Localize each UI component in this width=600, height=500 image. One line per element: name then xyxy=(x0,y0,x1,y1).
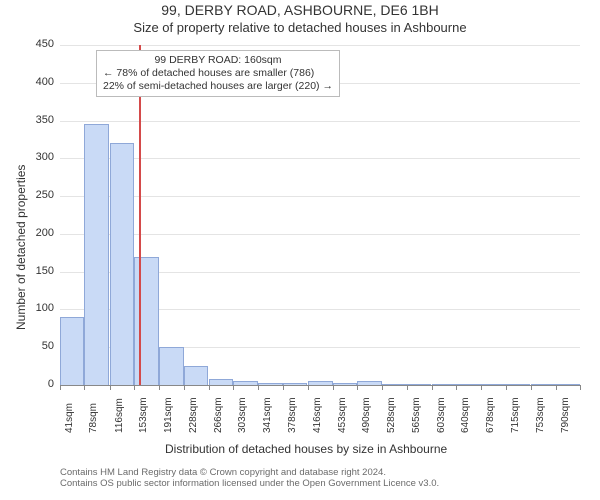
y-tick-label: 400 xyxy=(24,76,54,88)
x-tick-label: 303sqm xyxy=(237,397,248,433)
x-tick-label: 266sqm xyxy=(213,397,224,433)
x-tick-label: 490sqm xyxy=(361,397,372,433)
x-tick-label: 341sqm xyxy=(262,397,273,433)
x-axis-label: Distribution of detached houses by size … xyxy=(165,442,447,456)
histogram-bar xyxy=(481,384,505,386)
histogram-bar xyxy=(283,383,307,385)
x-tick-mark xyxy=(134,385,135,390)
chart-title: 99, DERBY ROAD, ASHBOURNE, DE6 1BH xyxy=(0,2,600,18)
footer-text: Contains HM Land Registry data © Crown c… xyxy=(60,467,439,490)
x-tick-mark xyxy=(556,385,557,390)
histogram-bar xyxy=(456,384,480,386)
annotation-line3: 22% of semi-detached houses are larger (… xyxy=(103,80,333,93)
x-tick-label: 416sqm xyxy=(312,397,323,433)
x-tick-label: 603sqm xyxy=(436,397,447,433)
x-tick-label: 565sqm xyxy=(411,397,422,433)
histogram-bar xyxy=(184,366,208,385)
x-tick-mark xyxy=(258,385,259,390)
x-tick-mark xyxy=(357,385,358,390)
histogram-bar xyxy=(357,381,381,385)
histogram-bar xyxy=(110,143,134,385)
x-tick-label: 41sqm xyxy=(64,403,75,433)
histogram-bar xyxy=(159,347,183,385)
chart-container: 99, DERBY ROAD, ASHBOURNE, DE6 1BH Size … xyxy=(0,0,600,500)
y-tick-label: 200 xyxy=(24,227,54,239)
x-tick-label: 753sqm xyxy=(535,397,546,433)
histogram-bar xyxy=(407,384,431,386)
x-tick-mark xyxy=(456,385,457,390)
y-tick-label: 350 xyxy=(24,114,54,126)
histogram-bar xyxy=(432,384,456,386)
histogram-bar xyxy=(233,381,257,385)
x-tick-label: 790sqm xyxy=(560,397,571,433)
histogram-bar xyxy=(506,384,530,386)
x-tick-label: 78sqm xyxy=(88,403,99,433)
x-tick-label: 678sqm xyxy=(485,397,496,433)
annotation-line1: 99 DERBY ROAD: 160sqm xyxy=(103,54,333,67)
annotation-box: 99 DERBY ROAD: 160sqm ← 78% of detached … xyxy=(96,50,340,97)
x-tick-mark xyxy=(283,385,284,390)
x-axis-line xyxy=(60,385,580,386)
x-tick-mark xyxy=(580,385,581,390)
histogram-bar xyxy=(382,384,406,386)
x-tick-label: 378sqm xyxy=(287,397,298,433)
x-tick-mark xyxy=(60,385,61,390)
x-tick-label: 715sqm xyxy=(510,397,521,433)
chart-subtitle: Size of property relative to detached ho… xyxy=(0,20,600,35)
x-tick-label: 228sqm xyxy=(188,397,199,433)
x-tick-label: 116sqm xyxy=(114,398,125,433)
x-tick-mark xyxy=(159,385,160,390)
y-tick-label: 300 xyxy=(24,151,54,163)
x-tick-label: 528sqm xyxy=(386,397,397,433)
x-tick-mark xyxy=(308,385,309,390)
y-tick-label: 250 xyxy=(24,189,54,201)
x-tick-mark xyxy=(233,385,234,390)
x-tick-mark xyxy=(333,385,334,390)
y-tick-label: 150 xyxy=(24,265,54,277)
x-tick-label: 153sqm xyxy=(138,397,149,433)
x-tick-mark xyxy=(209,385,210,390)
x-tick-label: 640sqm xyxy=(460,397,471,433)
x-tick-mark xyxy=(506,385,507,390)
x-tick-mark xyxy=(407,385,408,390)
histogram-bar xyxy=(209,379,233,385)
histogram-bar xyxy=(531,384,555,386)
x-tick-mark xyxy=(382,385,383,390)
y-tick-label: 450 xyxy=(24,38,54,50)
x-tick-mark xyxy=(84,385,85,390)
histogram-bar xyxy=(556,384,580,386)
histogram-bar xyxy=(258,383,282,385)
x-tick-label: 453sqm xyxy=(337,397,348,433)
y-tick-label: 0 xyxy=(24,378,54,390)
annotation-line2: ← 78% of detached houses are smaller (78… xyxy=(103,67,333,80)
x-tick-mark xyxy=(184,385,185,390)
y-tick-label: 50 xyxy=(24,340,54,352)
y-tick-label: 100 xyxy=(24,302,54,314)
histogram-bar xyxy=(308,381,332,385)
footer-line1: Contains HM Land Registry data © Crown c… xyxy=(60,467,439,478)
x-tick-mark xyxy=(531,385,532,390)
footer-line2: Contains OS public sector information li… xyxy=(60,478,439,489)
x-tick-mark xyxy=(481,385,482,390)
histogram-bar xyxy=(60,317,84,385)
histogram-bar xyxy=(333,383,357,385)
histogram-bar xyxy=(84,124,108,385)
x-tick-mark xyxy=(432,385,433,390)
x-tick-label: 191sqm xyxy=(163,397,174,433)
x-tick-mark xyxy=(110,385,111,390)
